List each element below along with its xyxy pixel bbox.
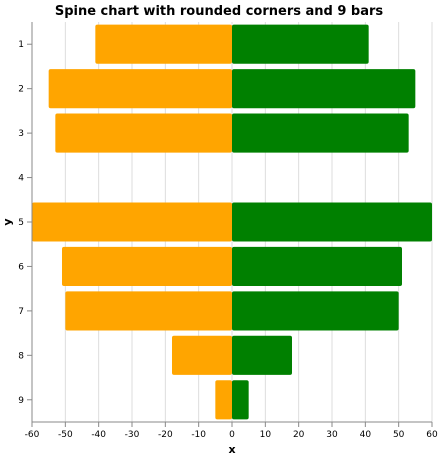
x-tick-label: -10 — [191, 430, 206, 440]
y-tick-label: 1 — [18, 40, 24, 50]
x-tick-label: -40 — [91, 430, 106, 440]
x-tick-label: -50 — [58, 430, 73, 440]
x-axis-title: x — [228, 443, 235, 456]
x-tick-label: 40 — [360, 430, 372, 440]
bar-left-3 — [55, 113, 233, 153]
x-tick-label: 60 — [426, 430, 438, 440]
x-tick-label: 0 — [229, 430, 235, 440]
bar-left-8 — [172, 335, 232, 375]
y-tick-label: 7 — [18, 307, 24, 317]
y-tick-label: 3 — [18, 129, 24, 139]
bar-right-1 — [232, 24, 369, 64]
x-tick-label: 30 — [326, 430, 338, 440]
x-tick-label: 10 — [260, 430, 272, 440]
bar-right-2 — [232, 69, 416, 109]
chart-title: Spine chart with rounded corners and 9 b… — [55, 4, 384, 19]
y-tick-label: 2 — [18, 85, 24, 95]
x-tick-label: 20 — [293, 430, 305, 440]
y-axis-title: y — [1, 218, 14, 225]
bar-right-6 — [232, 246, 402, 286]
y-tick-label: 8 — [18, 351, 24, 361]
bar-left-6 — [62, 246, 232, 286]
bar-left-9 — [215, 380, 232, 420]
bar-right-8 — [232, 335, 292, 375]
bar-left-5 — [32, 202, 232, 242]
bar-right-5 — [232, 202, 432, 242]
y-tick-label: 6 — [18, 262, 24, 272]
bar-right-7 — [232, 291, 399, 331]
bar-left-1 — [95, 24, 232, 64]
y-tick-label: 5 — [18, 218, 24, 228]
x-tick-label: -30 — [125, 430, 140, 440]
x-tick-label: -60 — [25, 430, 40, 440]
y-tick-label: 4 — [18, 174, 24, 184]
bar-right-9 — [232, 380, 249, 420]
bar-left-2 — [48, 69, 232, 109]
y-tick-label: 9 — [18, 396, 24, 406]
x-tick-label: 50 — [393, 430, 405, 440]
bar-layer — [32, 24, 432, 420]
bar-right-3 — [232, 113, 409, 153]
x-tick-label: -20 — [158, 430, 173, 440]
bar-left-7 — [65, 291, 232, 331]
axis-layer: -60 -50 -40 -30 -20 -10 0 10 20 30 40 50 60 1 2 3 4 5 6 7 8 9 — [18, 22, 438, 440]
